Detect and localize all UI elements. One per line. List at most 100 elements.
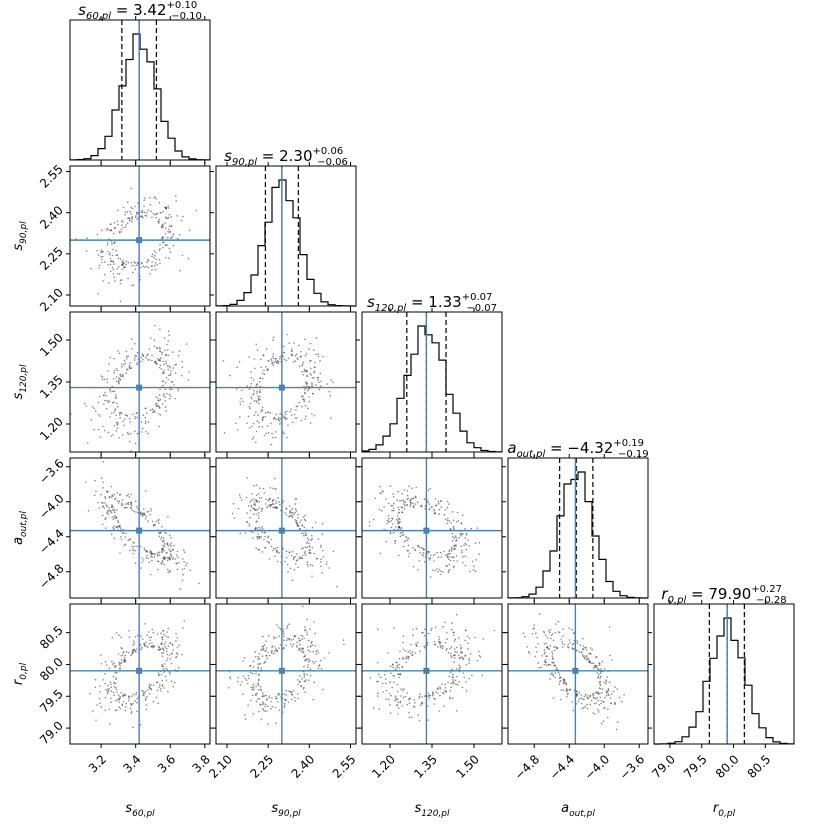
sample-point	[169, 642, 171, 645]
sample-point	[294, 519, 296, 521]
panel-frames	[69, 19, 795, 745]
sample-point	[255, 513, 257, 515]
x-tick-label-aout: −3.6	[617, 752, 648, 783]
sample-point	[149, 273, 151, 275]
sample-point	[241, 681, 243, 683]
sample-point	[169, 553, 172, 555]
sample-point	[605, 690, 608, 692]
panel-frame-2-1	[215, 311, 357, 453]
sample-point	[452, 679, 454, 681]
sample-point	[112, 260, 114, 263]
sample-point	[295, 353, 298, 356]
sample-point	[267, 634, 270, 637]
sample-point	[131, 284, 133, 287]
sample-point	[159, 388, 161, 391]
sample-point	[287, 571, 289, 573]
sample-point	[456, 668, 458, 670]
sample-point	[589, 694, 592, 697]
x-tick-label-aout: −4.4	[547, 752, 578, 783]
sample-point	[289, 510, 291, 513]
sample-point	[368, 525, 371, 527]
sample-point	[407, 657, 410, 660]
sample-point	[130, 712, 133, 714]
sample-point	[249, 671, 252, 674]
sample-point	[555, 667, 558, 669]
sample-point	[144, 214, 146, 217]
sample-point	[298, 344, 300, 347]
sample-point	[120, 528, 122, 530]
sample-point	[161, 540, 164, 543]
sample-point	[300, 634, 302, 637]
sample-point	[109, 270, 112, 273]
sample-point	[118, 500, 121, 503]
sample-point	[272, 355, 274, 358]
sample-point	[431, 569, 434, 571]
sample-point	[133, 359, 136, 361]
sample-point	[124, 654, 127, 657]
sample-point	[566, 695, 568, 698]
sample-point	[163, 369, 165, 372]
sample-point	[183, 551, 186, 554]
sample-point	[543, 653, 546, 655]
sample-point	[125, 224, 127, 226]
sample-point	[167, 571, 169, 574]
sample-point	[155, 520, 158, 523]
sample-point	[279, 358, 281, 360]
sample-point	[409, 652, 412, 655]
sample-point	[430, 554, 432, 557]
title-value: = 1.33	[406, 293, 462, 311]
sample-point	[118, 706, 120, 708]
sample-point	[102, 679, 105, 681]
sample-point	[183, 549, 185, 551]
sample-point	[276, 560, 279, 563]
sample-point	[257, 399, 260, 402]
sample-point	[118, 377, 120, 379]
sample-point	[108, 507, 110, 509]
sample-point	[446, 519, 449, 522]
axis-symbol: s	[414, 801, 421, 816]
sample-point	[396, 698, 399, 700]
sample-point	[159, 243, 161, 246]
sample-point	[128, 309, 130, 311]
sample-point	[167, 545, 169, 547]
sample-point	[246, 385, 248, 387]
sample-point	[122, 375, 124, 378]
sample-point	[143, 199, 145, 201]
sample-point	[278, 709, 281, 712]
sample-point	[113, 665, 116, 667]
sample-point	[418, 719, 421, 722]
sample-point	[146, 354, 148, 357]
sample-point	[108, 667, 111, 669]
sample-point	[262, 649, 265, 651]
sample-point	[562, 678, 565, 681]
sample-point	[115, 249, 117, 252]
sample-point	[142, 354, 145, 357]
sample-point	[449, 671, 452, 673]
sample-point	[424, 561, 426, 563]
sample-point	[397, 528, 399, 530]
sample-point	[122, 695, 124, 697]
sample-point	[468, 659, 471, 662]
sample-point	[558, 631, 561, 634]
sample-point	[432, 695, 434, 697]
sample-point	[424, 508, 427, 510]
sample-point	[562, 689, 565, 691]
sample-point	[396, 521, 399, 523]
sample-point	[160, 536, 163, 538]
sample-point	[146, 696, 148, 698]
sample-point	[122, 221, 124, 223]
sample-point	[167, 645, 170, 647]
sample-point	[263, 538, 265, 541]
sample-point	[256, 390, 258, 393]
sample-point	[453, 537, 456, 539]
sample-point	[111, 637, 113, 639]
sample-point	[298, 557, 300, 560]
sample-point	[307, 664, 310, 666]
sample-point	[259, 686, 262, 688]
sample-point	[188, 229, 191, 232]
sample-point	[562, 635, 564, 637]
sample-point	[604, 697, 606, 699]
sample-point	[150, 510, 152, 512]
sample-point	[136, 362, 138, 364]
sample-point	[115, 430, 118, 432]
